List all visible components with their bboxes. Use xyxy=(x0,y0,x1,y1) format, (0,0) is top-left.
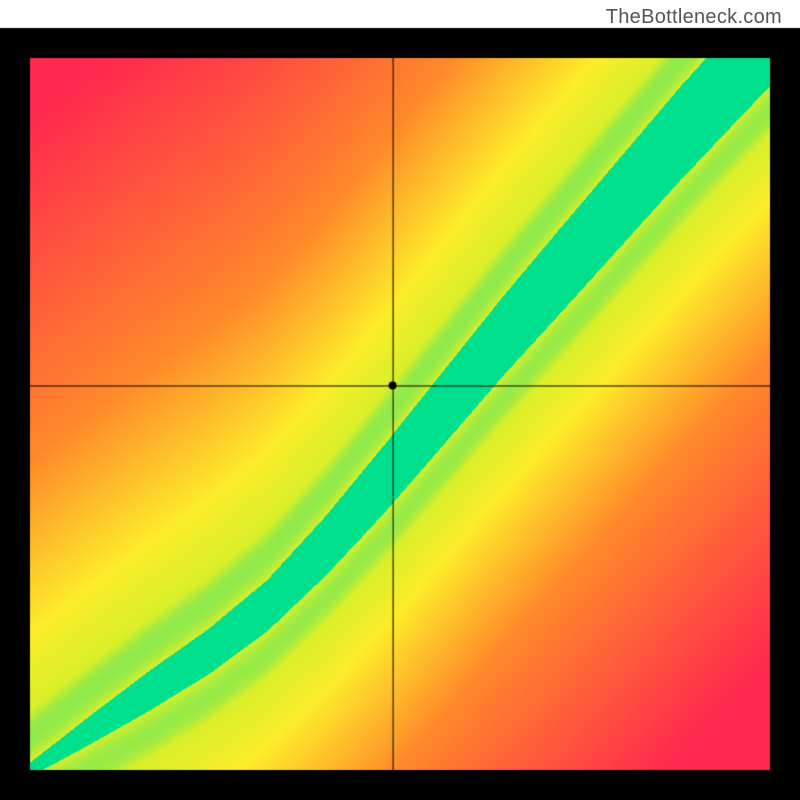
bottleneck-heatmap xyxy=(0,0,800,800)
chart-container: TheBottleneck.com xyxy=(0,0,800,800)
watermark-text: TheBottleneck.com xyxy=(606,6,782,29)
